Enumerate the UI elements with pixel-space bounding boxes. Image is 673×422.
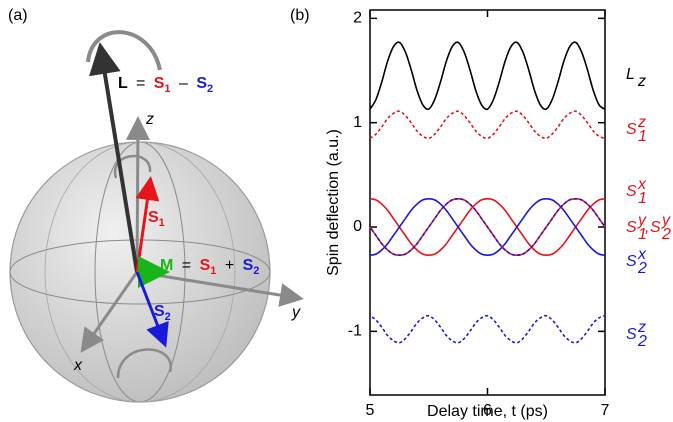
y-tick-label: 0 [353, 218, 362, 235]
eq-part: L [118, 75, 128, 92]
series-label: y [637, 212, 647, 229]
eq-part: S [243, 257, 254, 274]
m-equation: M = S1 + S2 [160, 257, 259, 279]
panel-a: (a) L = S1 – S2 z y x S1 M = S1 + S2 [8, 7, 304, 403]
series-label: y [661, 212, 671, 229]
series-label: 2 [637, 333, 647, 350]
eq-part: = [136, 75, 145, 92]
series-line [369, 198, 606, 256]
series-label: 2 [637, 260, 647, 277]
axis-name: z [145, 111, 154, 128]
series-line [369, 198, 606, 256]
x-tick-label: 5 [366, 402, 375, 419]
label-part: 1 [159, 217, 165, 229]
precession-path [86, 30, 162, 71]
series-line [369, 314, 606, 344]
series-label: S [626, 121, 637, 138]
panel-label: (a) [8, 7, 28, 24]
series-line [369, 110, 606, 140]
x-axis [80, 271, 139, 353]
series-label: 2 [661, 226, 671, 243]
x-axis-title: Delay time, t (ps) [427, 403, 548, 420]
eq-part: – [179, 75, 188, 92]
eq-part: 1 [164, 83, 170, 95]
precession-path [113, 155, 152, 179]
y-axis-title: Spin deflection (a.u.) [325, 129, 342, 276]
panel-label: (b) [290, 7, 310, 24]
axis-name: y [291, 304, 301, 321]
equator [9, 239, 271, 305]
eq-part: 2 [207, 83, 213, 95]
series-line [369, 41, 606, 111]
z-axis [125, 116, 150, 273]
plot-frame [369, 9, 606, 396]
series-label: x [637, 246, 647, 263]
eq-part: S [200, 257, 211, 274]
meridian [44, 141, 236, 403]
eq-part: 1 [210, 265, 216, 277]
x-tick-label: 6 [483, 402, 492, 419]
series-label: S [626, 326, 637, 343]
series-label: 1 [638, 226, 647, 243]
series-label: L [626, 66, 635, 83]
eq-part: S [196, 75, 207, 92]
vector-s2 [135, 271, 169, 348]
series-line [369, 198, 606, 256]
series-label: 1 [638, 128, 647, 145]
series-label: S [650, 219, 661, 236]
y-tick-label: 1 [353, 114, 362, 131]
eq-part: M [160, 257, 173, 274]
label-part: 2 [165, 311, 171, 323]
label-part: S [154, 303, 165, 320]
l-equation: L = S1 – S2 [118, 75, 213, 97]
series-label: z [637, 319, 646, 336]
s2-label: S2 [154, 303, 171, 323]
series-label: z [637, 114, 646, 131]
x-tick-label: 7 [601, 402, 610, 419]
series-label: 1 [638, 190, 647, 207]
y-tick-label: 2 [353, 10, 362, 27]
series-label: S [626, 253, 637, 270]
series-label: , [645, 219, 649, 236]
series-label: z [637, 73, 646, 90]
series-label: x [637, 176, 647, 193]
eq-part: = [182, 257, 191, 274]
axis-name: x [73, 357, 83, 374]
precession-path [116, 348, 172, 379]
series-label: S [626, 219, 637, 236]
vector-l [89, 42, 139, 273]
eq-part: S [154, 75, 165, 92]
y-tick-label: -1 [348, 323, 362, 340]
series-label: S [626, 183, 637, 200]
s1-label: S1 [148, 209, 165, 229]
eq-part: 2 [253, 265, 259, 277]
eq-part: + [225, 257, 234, 274]
label-part: S [148, 209, 159, 226]
